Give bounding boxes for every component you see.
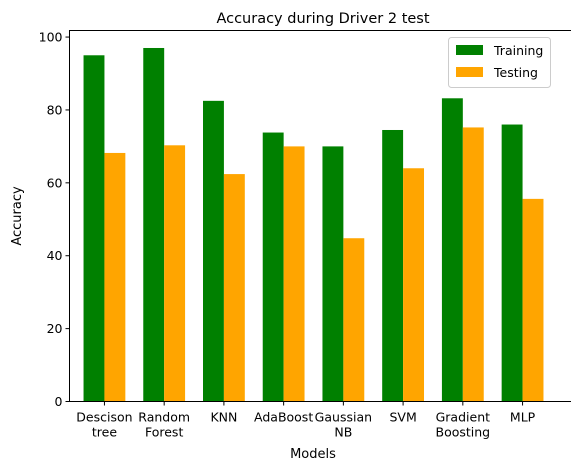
y-axis: 0 20 40 60 80 100: [39, 30, 70, 409]
y-tick-label-0: 0: [55, 394, 63, 409]
bar-testing-4: [343, 238, 365, 402]
bars-layer: [83, 47, 544, 402]
x-tick-label-5: SVM: [389, 410, 416, 425]
bar-testing-5: [403, 168, 425, 402]
x-tick-label-0: Descison tree: [76, 410, 132, 440]
x-axis-label: Models: [290, 447, 336, 462]
legend-swatch-training: [456, 45, 483, 55]
bar-training-6: [441, 98, 463, 402]
y-tick-label-4: 80: [47, 102, 63, 117]
bar-training-0: [83, 55, 105, 402]
bar-testing-3: [283, 146, 305, 402]
y-tick-label-2: 40: [47, 248, 63, 263]
bar-training-3: [262, 132, 284, 402]
x-tick-label-2: KNN: [210, 410, 237, 425]
y-axis-label: Accuracy: [10, 186, 25, 246]
bar-training-5: [382, 129, 404, 402]
bar-training-2: [203, 100, 224, 402]
x-tick-label-4: Gaussian NB: [315, 410, 372, 440]
legend-swatch-testing: [456, 67, 483, 77]
bar-training-1: [143, 47, 165, 402]
bar-training-4: [322, 146, 344, 402]
legend-label-training: Training: [493, 43, 543, 58]
chart-title: Accuracy during Driver 2 test: [216, 11, 429, 27]
plot-frame: [69, 30, 571, 402]
bar-training-7: [501, 124, 523, 402]
legend: Training Testing: [448, 37, 551, 88]
y-tick-label-3: 60: [47, 175, 63, 190]
bar-testing-7: [522, 198, 544, 402]
x-tick-label-6: Gradient Boosting: [436, 410, 491, 440]
x-tick-label-3: AdaBoost: [254, 410, 313, 425]
legend-label-testing: Testing: [493, 65, 538, 80]
bar-testing-2: [223, 174, 245, 402]
bar-testing-0: [104, 152, 126, 402]
x-tick-label-7: MLP: [510, 410, 536, 425]
bar-testing-6: [462, 127, 484, 402]
y-tick-label-1: 20: [47, 321, 63, 336]
y-tick-label-5: 100: [39, 30, 63, 45]
bar-testing-1: [164, 145, 186, 402]
x-tick-label-1: Random Forest: [138, 410, 190, 440]
